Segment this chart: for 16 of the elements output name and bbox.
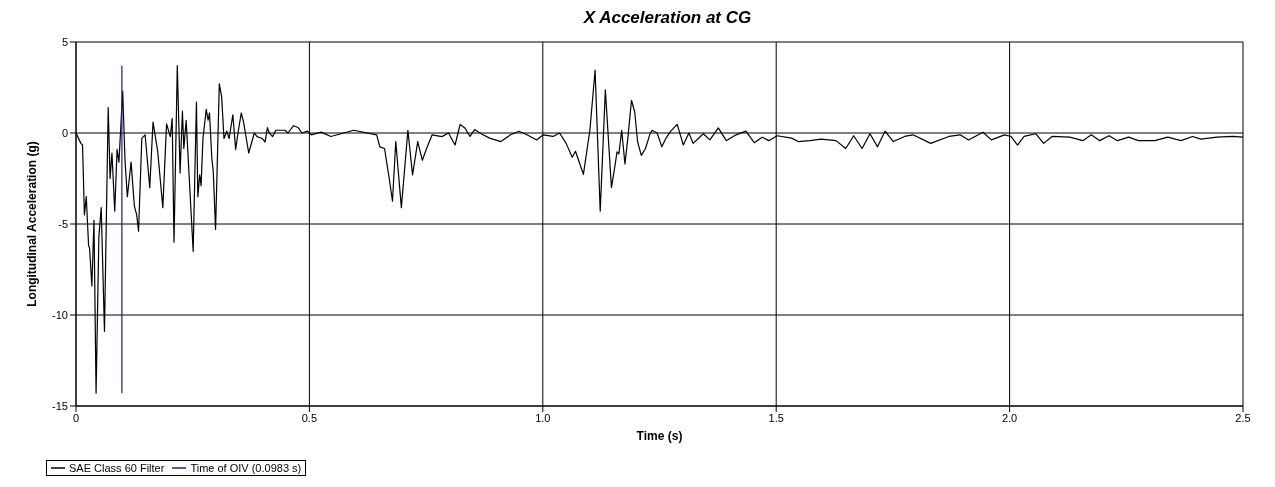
x-tick-label: 2.5 — [1235, 411, 1251, 424]
y-tick-label: -15 — [52, 399, 68, 412]
legend-label: Time of OIV (0.0983 s) — [190, 462, 302, 474]
y-tick-label: 5 — [61, 35, 68, 48]
y-axis-title: Longitudinal Acceleration (g) — [25, 141, 40, 307]
x-tick-label: 1.0 — [535, 411, 551, 424]
legend-label: SAE Class 60 Filter — [69, 462, 165, 474]
y-tick-label: -5 — [58, 217, 68, 230]
x-tick-label: 0.5 — [301, 411, 318, 424]
y-tick-label: -10 — [52, 308, 68, 321]
x-axis-title: Time (s) — [636, 429, 683, 443]
chart-title: X Acceleration at CG — [582, 8, 753, 29]
y-tick-label: 0 — [61, 126, 68, 139]
x-tick-label: 1.5 — [768, 411, 784, 424]
x-tick-label: 2.0 — [1001, 411, 1018, 424]
x-tick-label: 0 — [72, 411, 80, 424]
